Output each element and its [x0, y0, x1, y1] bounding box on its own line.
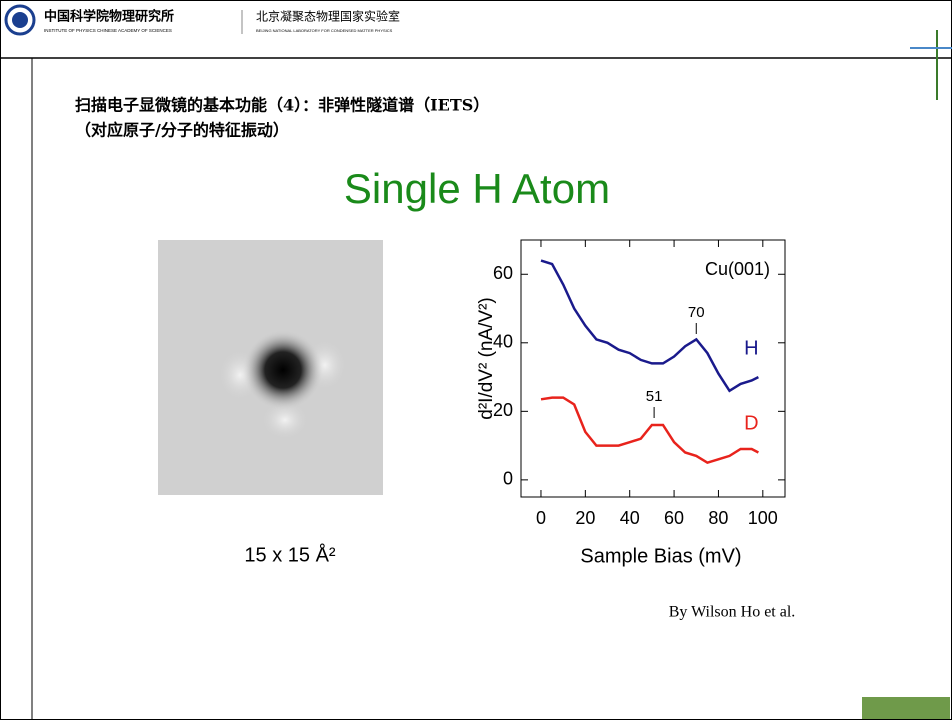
institute-cn: 中国科学院物理研究所	[44, 9, 174, 25]
logo-inner	[12, 12, 28, 28]
slide-subtitle: （对应原子/分子的特征振动）	[75, 121, 289, 140]
lab-cn: 北京凝聚态物理国家实验室	[256, 9, 400, 24]
x-axis-label: Sample Bias (mV)	[580, 545, 741, 567]
x-tick-label: 100	[748, 508, 778, 528]
legend-label: D	[744, 413, 758, 435]
annotation: 51	[646, 388, 663, 405]
x-tick-label: 0	[536, 508, 546, 528]
x-tick-label: 80	[708, 508, 728, 528]
x-tick-label: 60	[664, 508, 684, 528]
slide: 中国科学院物理研究所 INSTITUTE OF PHYSICS CHINESE …	[0, 0, 952, 720]
institute-en: INSTITUTE OF PHYSICS CHINESE ACADEMY OF …	[44, 28, 172, 33]
y-tick-label: 60	[493, 263, 513, 283]
x-tick-label: 20	[575, 508, 595, 528]
annotation: Cu(001)	[705, 259, 770, 279]
legend-label: H	[744, 337, 758, 359]
x-tick-label: 40	[620, 508, 640, 528]
slide-title: 扫描电子显微镜的基本功能（4）：非弹性隧道谱（IETS）	[75, 96, 489, 115]
annotation: 70	[688, 304, 705, 321]
lab-en: BEIJING NATIONAL LABORATORY FOR CONDENSE…	[256, 28, 393, 33]
image-caption: 15 x 15 Å²	[244, 543, 336, 566]
y-tick-label: 0	[503, 469, 513, 489]
y-axis-label: d²I/dV² (nA/V²)	[476, 297, 497, 419]
footer-logo	[862, 697, 950, 719]
stm-atom	[243, 330, 323, 410]
heading: Single H Atom	[344, 165, 610, 212]
credit: By Wilson Ho et al.	[669, 604, 796, 621]
